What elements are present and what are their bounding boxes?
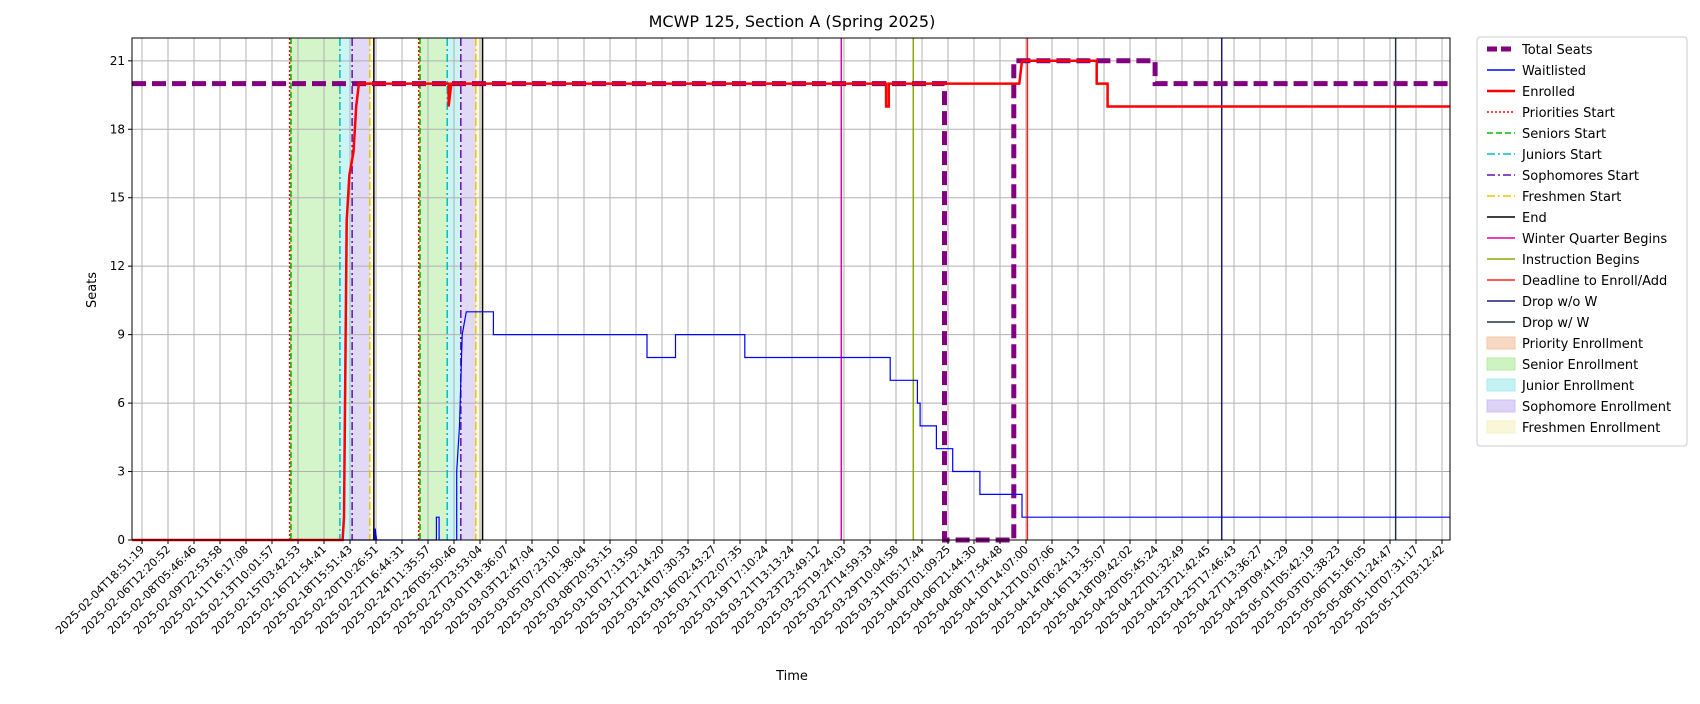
series-2 xyxy=(132,59,1450,542)
y-tick-label-5: 15 xyxy=(110,191,125,205)
legend-label-18: Freshmen Enrollment xyxy=(1522,421,1660,436)
y-tick-label-0: 0 xyxy=(117,533,125,547)
legend-label-13: Drop w/ W xyxy=(1522,316,1590,331)
grid-lines xyxy=(132,38,1450,541)
plot-frame xyxy=(131,37,1451,541)
chart-title: MCWP 125, Section A (Spring 2025) xyxy=(649,12,936,31)
span-4-1 xyxy=(475,38,483,540)
y-tick-label-7: 21 xyxy=(110,54,125,68)
legend-swatch-14 xyxy=(1486,336,1516,350)
span-3-0 xyxy=(352,38,370,540)
y-tick-label-4: 12 xyxy=(110,259,125,273)
span-3-1 xyxy=(460,38,476,540)
legend-label-2: Enrolled xyxy=(1522,85,1575,100)
y-tick-label-1: 3 xyxy=(117,465,125,479)
y-axis-label: Seats xyxy=(85,272,100,308)
legend-swatch-15 xyxy=(1486,357,1516,371)
legend-box xyxy=(1476,36,1688,447)
legend-label-14: Priority Enrollment xyxy=(1522,337,1643,352)
legend-label-12: Drop w/o W xyxy=(1522,295,1598,310)
legend-label-16: Junior Enrollment xyxy=(1521,379,1634,394)
legend: Total Seats Waitlisted Enrolled Priorities … xyxy=(1476,36,1688,447)
legend-label-11: Deadline to Enroll/Add xyxy=(1522,274,1667,289)
y-tick-label-6: 18 xyxy=(110,122,125,136)
legend-label-3: Priorities Start xyxy=(1522,106,1615,121)
series-0 xyxy=(132,58,1450,543)
shaded-enrollment-periods xyxy=(289,38,483,540)
legend-label-6: Sophomores Start xyxy=(1522,169,1639,184)
span-0-0 xyxy=(289,38,291,540)
span-0-1 xyxy=(418,38,421,540)
legend-swatch-17 xyxy=(1486,399,1516,413)
span-1-1 xyxy=(420,38,448,540)
legend-label-17: Sophomore Enrollment xyxy=(1522,400,1671,415)
legend-label-8: End xyxy=(1522,211,1547,226)
series-1 xyxy=(132,311,1450,541)
legend-label-1: Waitlisted xyxy=(1522,64,1586,79)
legend-label-5: Juniors Start xyxy=(1521,148,1602,163)
x-axis-label: Time xyxy=(775,669,808,684)
legend-label-0: Total Seats xyxy=(1521,43,1593,58)
legend-label-15: Senior Enrollment xyxy=(1522,358,1638,373)
y-tick-label-2: 6 xyxy=(117,396,125,410)
axes: 0369121518212025-02-04T18:51:192025-02-0… xyxy=(53,54,1447,637)
y-tick-label-3: 9 xyxy=(117,328,125,342)
data-series xyxy=(132,58,1450,543)
legend-swatch-16 xyxy=(1486,378,1516,392)
legend-label-10: Instruction Begins xyxy=(1522,253,1640,268)
legend-label-9: Winter Quarter Begins xyxy=(1522,232,1667,247)
legend-label-7: Freshmen Start xyxy=(1522,190,1621,205)
vertical-markers xyxy=(288,38,1397,540)
span-1-0 xyxy=(290,38,340,540)
legend-label-4: Seniors Start xyxy=(1522,127,1606,142)
legend-swatch-18 xyxy=(1486,420,1516,434)
span-4-0 xyxy=(369,38,374,540)
